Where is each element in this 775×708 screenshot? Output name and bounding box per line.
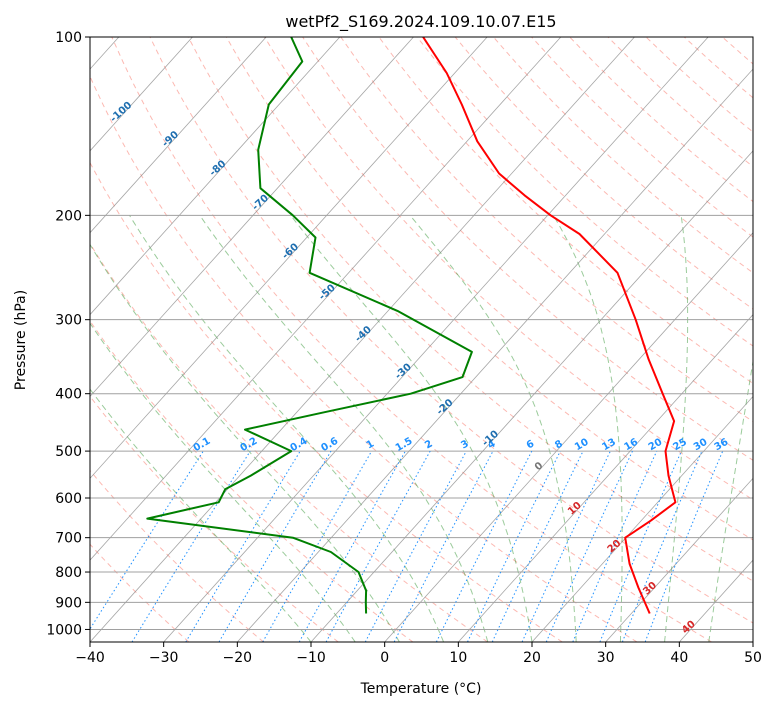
dry-adiabat-line — [225, 37, 753, 541]
y-tick-label: 900 — [55, 595, 82, 611]
isotherm-line — [458, 313, 753, 642]
dry-adiabat-line — [90, 75, 638, 642]
dry-adiabat-line — [90, 161, 563, 642]
y-tick-label: 200 — [55, 208, 82, 224]
isotherm-line — [605, 477, 753, 642]
isotherm-line — [384, 232, 753, 642]
mixing-ratio-line — [621, 450, 703, 642]
isotherm-line — [90, 37, 635, 642]
x-tick-label: −20 — [223, 650, 253, 666]
dry-adiabat-line — [111, 37, 712, 642]
y-axis-label: Pressure (hPa) — [13, 290, 29, 390]
mixing-ratio-line — [90, 450, 204, 630]
x-tick-label: 10 — [449, 650, 467, 666]
mixing-ratio-label: 1 — [365, 438, 377, 451]
y-tick-label: 600 — [55, 491, 82, 507]
y-tick-label: 800 — [55, 565, 82, 581]
mixing-ratio-line — [364, 450, 467, 642]
mixing-ratio-line — [572, 450, 658, 642]
mixing-ratio-label: 4 — [486, 438, 498, 451]
moist-adiabat-line — [90, 322, 356, 642]
y-tick-label: 1000 — [46, 622, 82, 638]
y-tick-label: 500 — [55, 444, 82, 460]
plot-area-lines — [90, 37, 753, 642]
mixing-ratio-label: 2 — [423, 438, 435, 451]
y-tick-label: 700 — [55, 531, 82, 547]
moist-adiabat-line — [90, 243, 400, 642]
dry-adiabat-line — [90, 469, 264, 642]
moist-adiabat-line — [552, 215, 623, 642]
isotherm-line — [237, 68, 753, 642]
y-tick-label: 100 — [55, 30, 82, 46]
dewpoint-profile-line — [146, 37, 473, 614]
isotherm-line — [310, 150, 753, 642]
mixing-ratio-line — [325, 450, 431, 642]
dry-adiabat-line — [416, 37, 753, 347]
mixing-ratio-label: 8 — [553, 438, 565, 451]
dry-adiabat-line — [149, 37, 753, 624]
x-tick-label: −30 — [149, 650, 179, 666]
y-axis: 1000 900 800 700 600 500 400 300 200 100 — [46, 30, 90, 638]
x-axis-label: Temperature (°C) — [360, 681, 482, 697]
x-tick-label: 50 — [744, 650, 762, 666]
moist-adiabat-line — [129, 215, 445, 642]
mixing-ratio-label: 3 — [459, 438, 471, 451]
isotherm-line — [163, 37, 709, 642]
x-tick-label: −10 — [296, 650, 326, 666]
x-axis: −40 −30 −20 −10 0 10 20 30 40 50 — [75, 642, 762, 666]
temperature-profile-line — [422, 37, 677, 614]
isotherm-line — [531, 395, 753, 642]
series-layer — [146, 37, 677, 614]
moist-adiabat-line — [409, 214, 577, 642]
isotherm-line — [90, 37, 341, 316]
x-tick-label: −40 — [75, 650, 105, 666]
mixing-ratio-line — [644, 450, 724, 642]
x-tick-label: 0 — [380, 650, 389, 666]
moist-adiabat-line — [290, 214, 533, 642]
mixing-ratio-line — [435, 450, 533, 642]
mixing-ratio-label: 6 — [525, 438, 537, 451]
plot-frame — [89, 36, 754, 643]
dry-adiabat-line — [302, 37, 753, 461]
isotherm-line — [90, 37, 562, 561]
isotherm-line — [90, 37, 267, 234]
mixing-ratio-line — [545, 450, 633, 642]
mixing-ratio-line — [298, 450, 406, 642]
y-tick-label: 300 — [55, 313, 82, 329]
dry-adiabat-line — [90, 242, 488, 642]
chart-title: wetPf2_S169.2024.109.10.07.E15 — [285, 12, 556, 32]
x-tick-label: 30 — [597, 650, 615, 666]
moist-adiabat-line — [708, 358, 753, 642]
isotherm-line — [90, 37, 414, 398]
x-tick-label: 20 — [523, 650, 541, 666]
x-tick-label: 40 — [670, 650, 688, 666]
mixing-ratio-line — [599, 450, 682, 642]
isotherm-line — [90, 37, 488, 479]
isotherm-line — [90, 37, 193, 152]
dry-adiabat-line — [264, 37, 753, 501]
dry-adiabat-line — [187, 37, 753, 582]
y-tick-label: 400 — [55, 387, 82, 403]
